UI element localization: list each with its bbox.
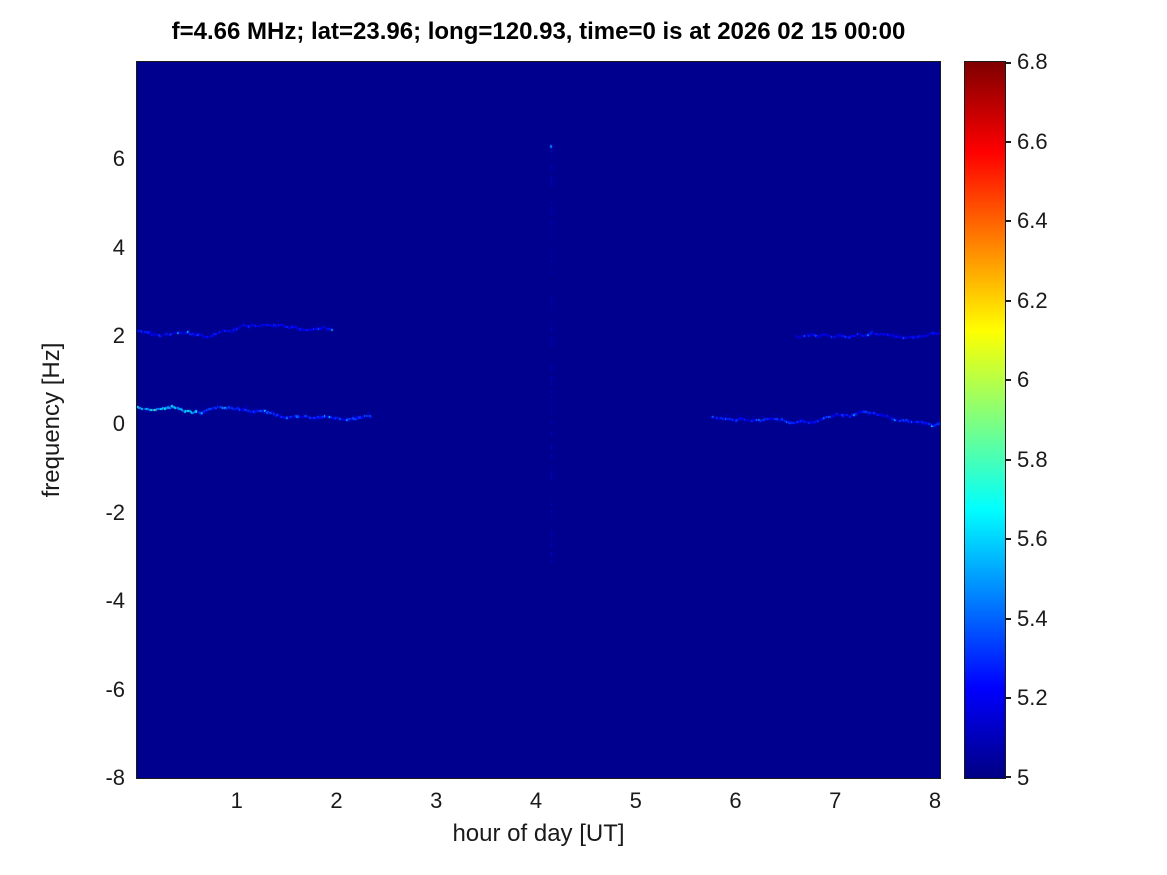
x-tick-label: 3 xyxy=(430,788,443,813)
colorbar-tick-mark xyxy=(1005,140,1011,143)
colorbar xyxy=(964,61,1006,779)
x-tick-label: 1 xyxy=(230,788,243,813)
x-tick-label: 7 xyxy=(829,788,842,813)
y-tick-label: 0 xyxy=(112,411,125,437)
colorbar-tick-mark xyxy=(1005,458,1011,461)
y-tick-label: -4 xyxy=(105,588,125,614)
colorbar-tick-label: 5.4 xyxy=(1017,605,1048,631)
colorbar-tick-label: 5.2 xyxy=(1017,685,1048,711)
colorbar-tick-label: 6.6 xyxy=(1017,128,1048,154)
colorbar-tick-label: 5.6 xyxy=(1017,526,1048,552)
colorbar-tick-label: 6 xyxy=(1017,367,1030,393)
y-tick-label: 4 xyxy=(112,234,125,260)
chart-title: f=4.66 MHz; lat=23.96; long=120.93, time… xyxy=(171,18,906,45)
y-tick-label: -8 xyxy=(105,765,125,790)
colorbar-tick-label: 5.8 xyxy=(1017,446,1048,472)
colorbar-tick-mark xyxy=(1005,220,1011,223)
x-tick-label: 2 xyxy=(330,788,343,813)
x-tick-label: 6 xyxy=(729,788,742,813)
colorbar-tick-mark xyxy=(1005,379,1011,382)
x-axis-label: hour of day [UT] xyxy=(452,820,625,847)
colorbar-tick-mark xyxy=(1005,776,1011,778)
y-tick-label: 2 xyxy=(112,323,125,349)
y-tick-label: 6 xyxy=(112,146,125,172)
y-tick-label: -2 xyxy=(105,499,125,525)
colorbar-tick-label: 6.2 xyxy=(1017,287,1048,313)
colorbar-tick-mark xyxy=(1005,538,1011,541)
x-tick-label: 5 xyxy=(629,788,642,813)
y-tick-label: -6 xyxy=(105,676,125,702)
colorbar-tick-label: 6.4 xyxy=(1017,208,1048,234)
colorbar-tick-label: 5 xyxy=(1017,765,1030,790)
x-tick-label: 4 xyxy=(529,788,543,813)
y-axis-label: frequency [Hz] xyxy=(38,342,65,498)
colorbar-tick-mark xyxy=(1005,617,1011,620)
colorbar-tick-mark xyxy=(1005,697,1011,700)
colorbar-tick-mark xyxy=(1005,299,1011,302)
colorbar-tick-label: 6.8 xyxy=(1017,49,1048,74)
heatmap-plot xyxy=(136,61,941,779)
x-tick-label: 8 xyxy=(928,788,942,813)
colorbar-tick-mark xyxy=(1005,62,1011,64)
